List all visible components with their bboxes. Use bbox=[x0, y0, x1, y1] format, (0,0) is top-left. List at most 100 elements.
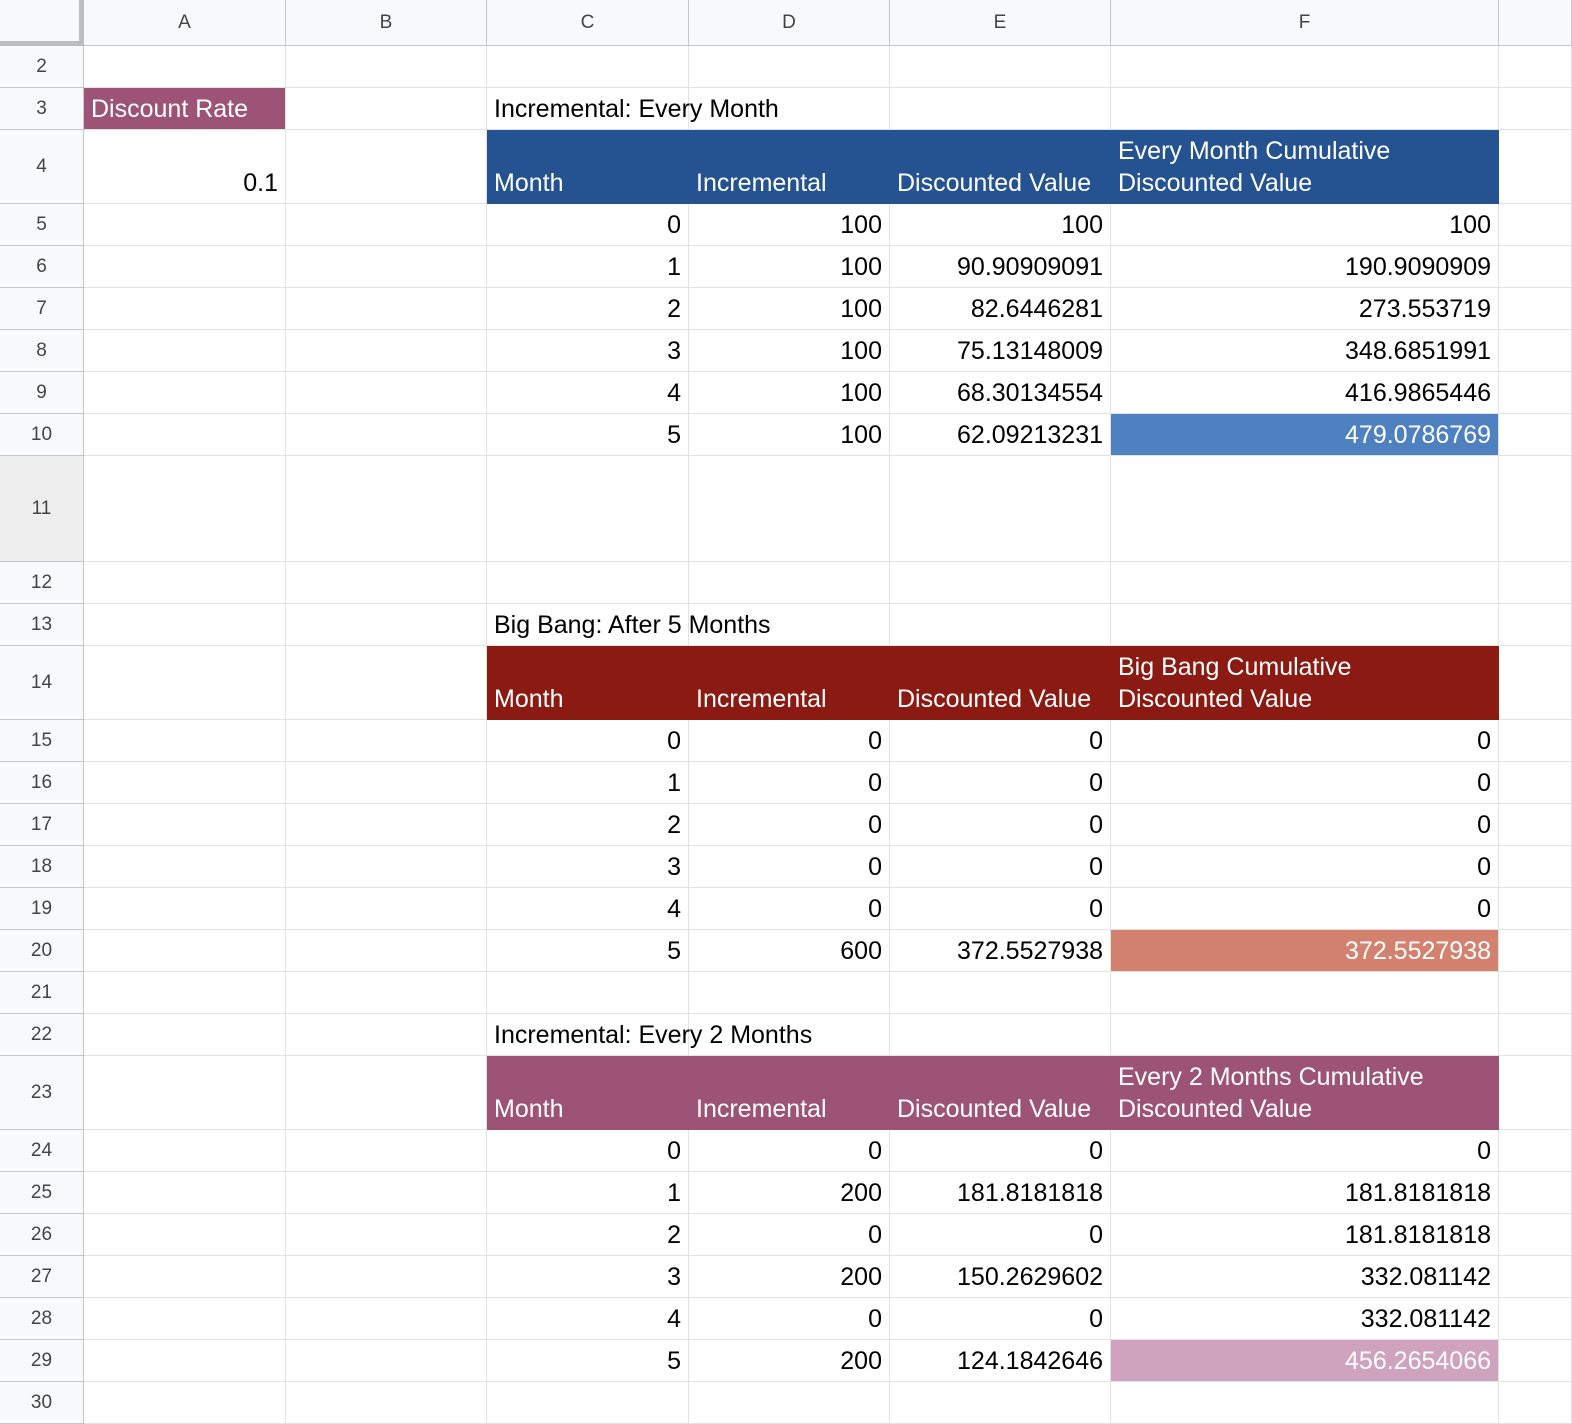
grid-cell[interactable] bbox=[689, 46, 890, 88]
grid-cell[interactable] bbox=[84, 1056, 286, 1130]
row-header-5[interactable]: 5 bbox=[0, 204, 84, 246]
discounted-value-cell[interactable]: 100 bbox=[890, 204, 1111, 246]
grid-cell[interactable] bbox=[286, 804, 487, 846]
column-header-e[interactable]: E bbox=[890, 0, 1111, 46]
incremental-cell[interactable]: 200 bbox=[689, 1256, 890, 1298]
column-header-c[interactable]: C bbox=[487, 0, 689, 46]
total-cumulative-cell[interactable]: 372.5527938 bbox=[1111, 930, 1499, 972]
incremental-cell[interactable]: 0 bbox=[689, 1214, 890, 1256]
grid-cell[interactable] bbox=[286, 372, 487, 414]
grid-cell[interactable] bbox=[487, 1382, 689, 1424]
row-header-19[interactable]: 19 bbox=[0, 888, 84, 930]
grid-cell[interactable] bbox=[84, 762, 286, 804]
cumulative-cell[interactable]: 0 bbox=[1111, 846, 1499, 888]
grid-cell[interactable] bbox=[1111, 562, 1499, 604]
row-header-24[interactable]: 24 bbox=[0, 1130, 84, 1172]
grid-cell[interactable] bbox=[84, 1214, 286, 1256]
grid-cell[interactable] bbox=[1499, 720, 1572, 762]
grid-cell[interactable] bbox=[286, 330, 487, 372]
grid-cell[interactable] bbox=[286, 1172, 487, 1214]
grid-cell[interactable] bbox=[1111, 456, 1499, 562]
grid-cell[interactable] bbox=[1499, 1214, 1572, 1256]
discounted-value-cell[interactable]: 0 bbox=[890, 846, 1111, 888]
grid-cell[interactable] bbox=[84, 372, 286, 414]
row-header-25[interactable]: 25 bbox=[0, 1172, 84, 1214]
header-incremental[interactable]: Incremental bbox=[689, 130, 890, 204]
grid-cell[interactable] bbox=[286, 1130, 487, 1172]
row-header-12[interactable]: 12 bbox=[0, 562, 84, 604]
grid-cell[interactable] bbox=[1499, 604, 1572, 646]
grid-cell[interactable] bbox=[84, 414, 286, 456]
header-cumulative-discounted-value[interactable]: Every 2 Months Cumulative Discounted Valu… bbox=[1111, 1056, 1499, 1130]
grid-cell[interactable] bbox=[286, 246, 487, 288]
month-cell[interactable]: 0 bbox=[487, 204, 689, 246]
grid-cell[interactable] bbox=[1499, 1130, 1572, 1172]
grid-cell[interactable] bbox=[1111, 1014, 1499, 1056]
grid-cell[interactable] bbox=[890, 972, 1111, 1014]
grid-cell[interactable] bbox=[286, 1014, 487, 1056]
grid-cell[interactable] bbox=[286, 204, 487, 246]
cumulative-cell[interactable]: 416.9865446 bbox=[1111, 372, 1499, 414]
grid-cell[interactable] bbox=[890, 46, 1111, 88]
column-header-f[interactable]: F bbox=[1111, 0, 1499, 46]
grid-cell[interactable] bbox=[286, 456, 487, 562]
month-cell[interactable]: 4 bbox=[487, 372, 689, 414]
month-cell[interactable]: 3 bbox=[487, 1256, 689, 1298]
grid-cell[interactable] bbox=[84, 1382, 286, 1424]
incremental-cell[interactable]: 100 bbox=[689, 246, 890, 288]
month-cell[interactable]: 2 bbox=[487, 288, 689, 330]
grid-cell[interactable] bbox=[286, 288, 487, 330]
grid-cell[interactable] bbox=[1499, 646, 1572, 720]
month-cell[interactable]: 3 bbox=[487, 330, 689, 372]
incremental-cell[interactable]: 0 bbox=[689, 1298, 890, 1340]
incremental-cell[interactable]: 0 bbox=[689, 762, 890, 804]
month-cell[interactable]: 1 bbox=[487, 246, 689, 288]
header-month[interactable]: Month bbox=[487, 130, 689, 204]
grid-cell[interactable] bbox=[286, 720, 487, 762]
cumulative-cell[interactable]: 100 bbox=[1111, 204, 1499, 246]
month-cell[interactable]: 2 bbox=[487, 1214, 689, 1256]
total-cumulative-cell[interactable]: 456.2654066 bbox=[1111, 1340, 1499, 1382]
row-header-14[interactable]: 14 bbox=[0, 646, 84, 720]
grid-cell[interactable] bbox=[1499, 762, 1572, 804]
discounted-value-cell[interactable]: 68.30134554 bbox=[890, 372, 1111, 414]
grid-cell[interactable] bbox=[84, 1172, 286, 1214]
grid-cell[interactable] bbox=[1499, 930, 1572, 972]
row-header-8[interactable]: 8 bbox=[0, 330, 84, 372]
grid-cell[interactable] bbox=[84, 46, 286, 88]
grid-cell[interactable] bbox=[689, 562, 890, 604]
grid-cell[interactable] bbox=[1111, 46, 1499, 88]
discounted-value-cell[interactable]: 0 bbox=[890, 762, 1111, 804]
grid-cell[interactable] bbox=[1499, 804, 1572, 846]
grid-cell[interactable] bbox=[1499, 888, 1572, 930]
grid-cell[interactable] bbox=[487, 456, 689, 562]
row-header-15[interactable]: 15 bbox=[0, 720, 84, 762]
row-header-17[interactable]: 17 bbox=[0, 804, 84, 846]
grid-cell[interactable] bbox=[84, 930, 286, 972]
grid-cell[interactable] bbox=[487, 972, 689, 1014]
grid-cell[interactable] bbox=[1499, 88, 1572, 130]
row-header-6[interactable]: 6 bbox=[0, 246, 84, 288]
grid-cell[interactable] bbox=[1499, 1256, 1572, 1298]
grid-cell[interactable] bbox=[286, 646, 487, 720]
grid-cell[interactable] bbox=[1111, 1382, 1499, 1424]
incremental-cell[interactable]: 100 bbox=[689, 414, 890, 456]
discounted-value-cell[interactable]: 62.09213231 bbox=[890, 414, 1111, 456]
grid-cell[interactable] bbox=[84, 1340, 286, 1382]
discounted-value-cell[interactable]: 0 bbox=[890, 804, 1111, 846]
grid-cell[interactable] bbox=[1499, 846, 1572, 888]
discounted-value-cell[interactable]: 82.6446281 bbox=[890, 288, 1111, 330]
month-cell[interactable]: 1 bbox=[487, 762, 689, 804]
discounted-value-cell[interactable]: 0 bbox=[890, 1214, 1111, 1256]
grid-cell[interactable] bbox=[890, 456, 1111, 562]
grid-cell[interactable] bbox=[1499, 1014, 1572, 1056]
discounted-value-cell[interactable]: 0 bbox=[890, 720, 1111, 762]
incremental-cell[interactable]: 100 bbox=[689, 372, 890, 414]
grid-cell[interactable] bbox=[1499, 456, 1572, 562]
cumulative-cell[interactable]: 0 bbox=[1111, 888, 1499, 930]
grid-cell[interactable] bbox=[286, 1340, 487, 1382]
row-header-9[interactable]: 9 bbox=[0, 372, 84, 414]
grid-cell[interactable] bbox=[487, 46, 689, 88]
header-incremental[interactable]: Incremental bbox=[689, 646, 890, 720]
